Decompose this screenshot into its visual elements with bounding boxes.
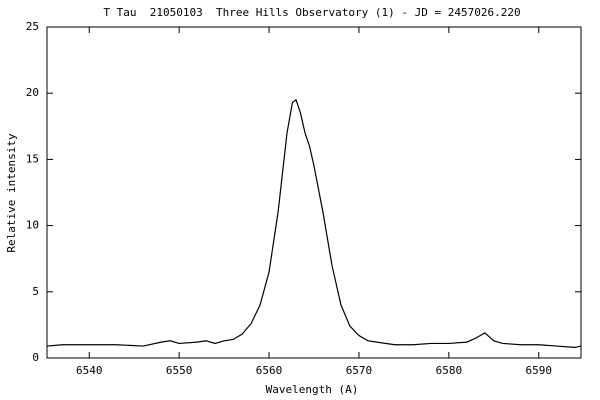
x-tick-label: 6570	[346, 364, 373, 377]
x-tick-label: 6590	[525, 364, 552, 377]
chart-title: T Tau 21050103 Three Hills Observatory (…	[103, 6, 520, 19]
y-tick-label: 25	[26, 20, 39, 33]
y-tick-label: 15	[26, 152, 39, 165]
y-axis-label: Relative intensity	[5, 133, 18, 253]
x-tick-label: 6550	[166, 364, 193, 377]
x-tick-label: 6560	[256, 364, 283, 377]
y-tick-label: 0	[32, 351, 39, 364]
y-tick-label: 5	[32, 285, 39, 298]
x-tick-label: 6540	[76, 364, 103, 377]
y-tick-label: 20	[26, 86, 39, 99]
x-axis-label: Wavelength (A)	[266, 383, 359, 396]
x-tick-label: 6580	[436, 364, 463, 377]
spectrum-line	[46, 98, 582, 349]
plot-border	[46, 26, 582, 359]
y-tick-label: 10	[26, 219, 39, 232]
